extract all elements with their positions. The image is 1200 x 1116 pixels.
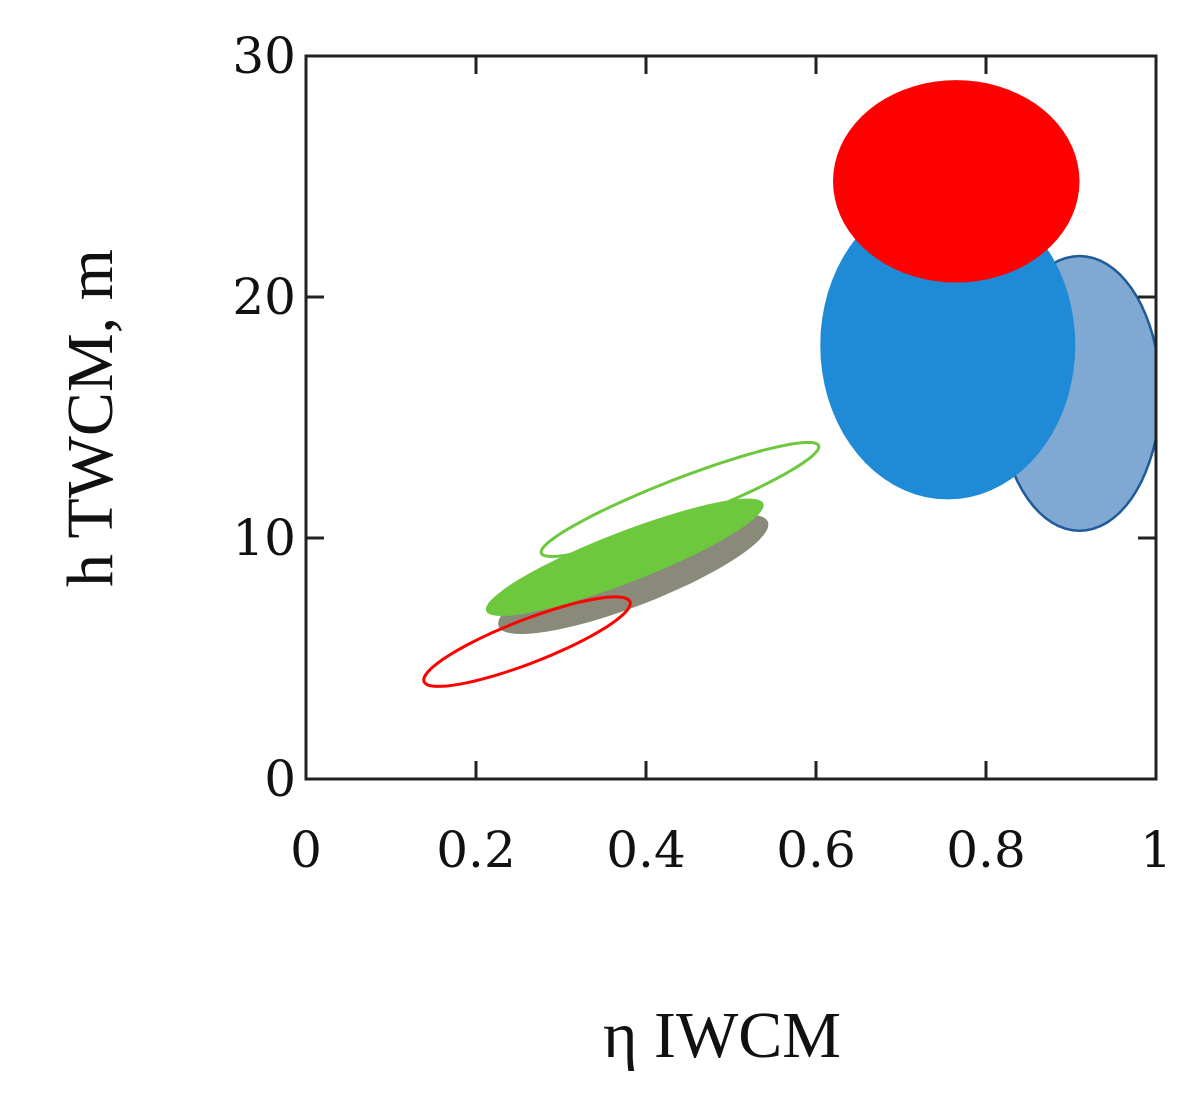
region-ellipse-6 (539, 440, 821, 559)
x-axis-title: η IWCM (603, 999, 841, 1072)
x-tick-label: 1 (1140, 821, 1172, 879)
region-ellipse-3 (833, 80, 1080, 283)
x-tick-label: 0.6 (776, 821, 856, 879)
plot-marks (422, 80, 1156, 688)
y-tick-label: 20 (232, 268, 296, 326)
y-axis-title: h TWCM, m (54, 249, 127, 587)
plot-frame (304, 54, 1158, 781)
x-tick-label: 0 (290, 821, 322, 879)
y-tick-label: 10 (232, 509, 296, 567)
x-tick-label: 0.4 (606, 821, 686, 879)
x-tick-label: 0.8 (946, 821, 1026, 879)
axis-ticks (306, 56, 1156, 779)
x-tick-label: 0.2 (436, 821, 516, 879)
region-ellipse-7 (422, 595, 632, 688)
y-tick-label: 0 (264, 750, 296, 808)
region-ellipse-5 (485, 498, 764, 616)
y-tick-label: 30 (232, 27, 296, 85)
